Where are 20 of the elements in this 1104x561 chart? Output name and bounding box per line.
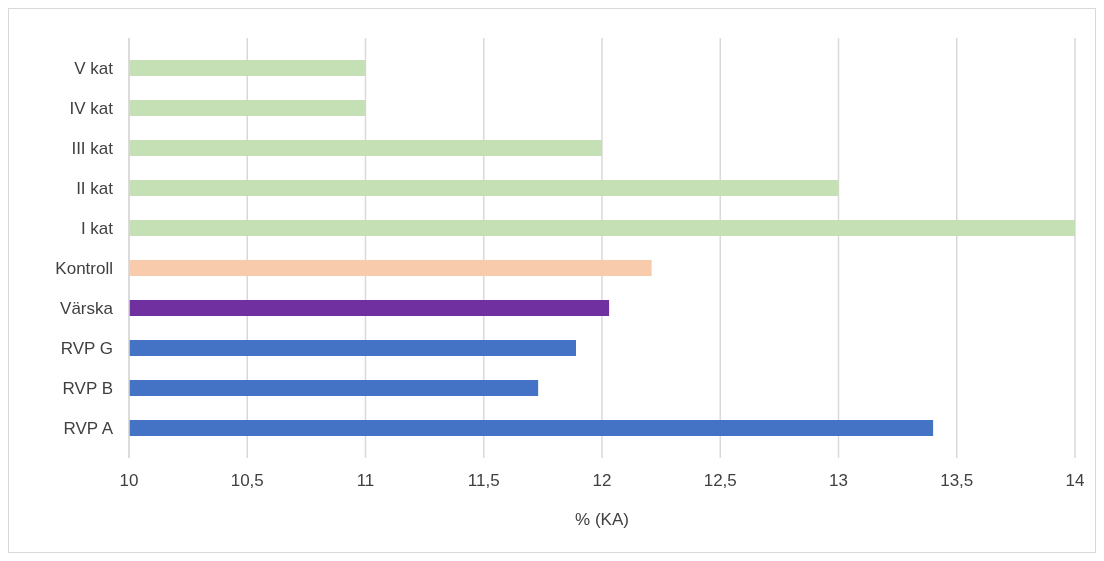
x-tick-label: 10,5 bbox=[230, 471, 264, 490]
y-tick-label: Kontroll bbox=[55, 258, 113, 278]
x-tick-label: 13 bbox=[829, 471, 848, 490]
x-tick-label: 14 bbox=[1065, 471, 1085, 490]
y-tick-label: IV kat bbox=[69, 98, 114, 118]
x-axis-title: % (KA) bbox=[575, 510, 629, 529]
x-tick-label: 12 bbox=[592, 471, 612, 490]
x-tick-label: 12,5 bbox=[703, 471, 737, 490]
x-tick-label: 13,5 bbox=[940, 471, 974, 490]
y-tick-label: RVP A bbox=[63, 418, 114, 438]
y-tick-label: RVP B bbox=[62, 378, 113, 398]
y-tick-label: V kat bbox=[74, 58, 114, 78]
y-tick-label: III kat bbox=[71, 138, 114, 158]
y-tick-label: II kat bbox=[76, 178, 114, 198]
x-tick-label: 11,5 bbox=[467, 471, 500, 490]
y-tick-label: I kat bbox=[80, 218, 114, 238]
y-tick-label: RVP G bbox=[60, 338, 113, 358]
y-tick-label: Värska bbox=[60, 298, 114, 318]
x-tick-label: 10 bbox=[119, 471, 139, 490]
x-tick-label: 11 bbox=[356, 471, 375, 490]
